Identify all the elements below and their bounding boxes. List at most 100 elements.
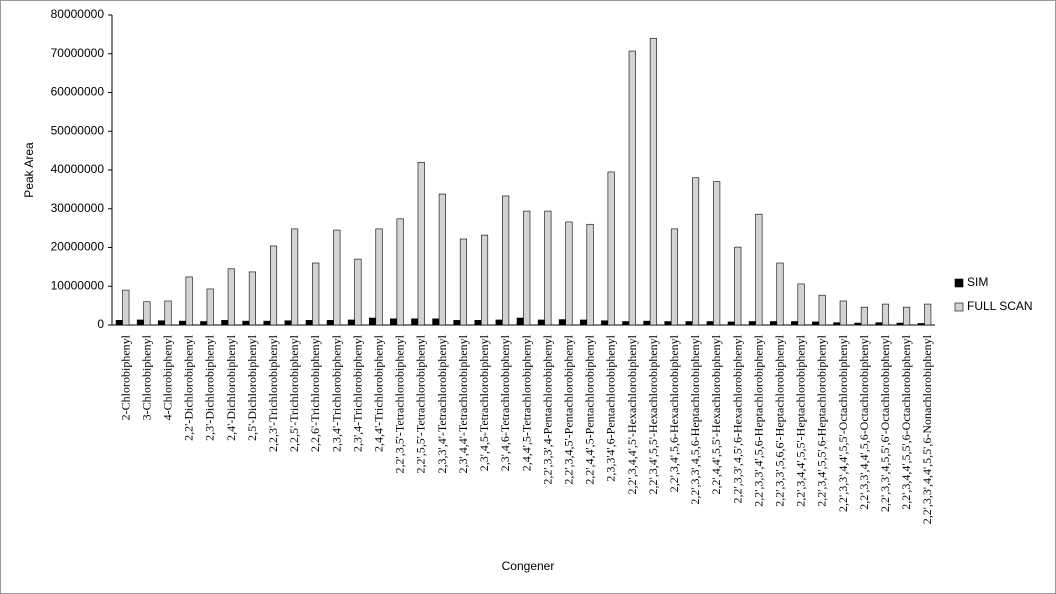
bar xyxy=(438,193,446,326)
bar xyxy=(432,318,440,326)
bar xyxy=(136,319,144,326)
bar xyxy=(769,321,778,326)
bar xyxy=(601,320,609,326)
x-tick-label: 2,5'-Dichlorobiphenyl xyxy=(245,334,259,440)
bar xyxy=(881,303,890,326)
bar xyxy=(917,323,925,326)
x-tick-label: 2,2',3,5'-Tetrachlorobiphenyl xyxy=(393,334,407,473)
bar xyxy=(375,228,383,326)
y-tick-label: 30000000 xyxy=(51,201,105,215)
legend-label: SIM xyxy=(967,275,988,289)
bar xyxy=(227,268,235,326)
bar xyxy=(580,319,588,326)
x-tick-label: 2,2',3,3',4,4',5,5',6-Nonachlorobiphenyl xyxy=(920,334,934,524)
bar xyxy=(312,262,320,326)
x-tick-label: 2-Chlorobiphenyl xyxy=(118,334,132,420)
legend-swatch xyxy=(954,278,964,288)
x-tick-label: 2,2,6'-Trichlorobiphenyl xyxy=(308,334,322,452)
x-tick-label: 2,4,4',5-Tetrachlorobiphenyl xyxy=(519,334,533,471)
bar xyxy=(924,303,932,326)
bar xyxy=(143,301,151,326)
bar xyxy=(670,228,679,326)
y-tick-label: 0 xyxy=(97,317,104,331)
bar xyxy=(643,320,651,326)
x-tick-label: 2,2',3,4,4',5'-Hexachlorobiphenyl xyxy=(625,334,639,494)
bar xyxy=(523,210,531,326)
bar xyxy=(396,218,404,326)
bar xyxy=(326,320,334,326)
x-tick-label: 2,2',3,4,5'-Pentachlorobiphenyl xyxy=(561,334,575,484)
bar xyxy=(776,262,784,326)
bar xyxy=(157,320,166,326)
bar xyxy=(622,321,630,326)
bar xyxy=(903,306,911,326)
bar xyxy=(544,210,552,326)
bar xyxy=(896,322,904,326)
x-tick-label: 2,3',4,4'-Tetrachlorobiphenyl xyxy=(456,334,470,473)
legend-swatch xyxy=(954,302,964,312)
bar xyxy=(305,320,313,326)
bar xyxy=(791,321,799,326)
y-tick-label: 50000000 xyxy=(51,123,105,137)
x-tick-label: 2,2',3,3',5,6,6'-Heptachlorobiphenyl xyxy=(772,334,786,506)
bar xyxy=(734,246,742,326)
bar xyxy=(269,245,278,326)
bar xyxy=(748,321,756,326)
bar xyxy=(502,195,510,326)
bar xyxy=(200,321,208,326)
x-tick-label: 2,2',3,3',4,4',5,5'-Octachlorobiphenyl xyxy=(836,334,850,512)
x-tick-label: 2,2',3,4',5,5'-Hexachlorobiphenyl xyxy=(646,334,660,494)
bar xyxy=(854,322,862,326)
x-tick-label: 2,2',4,4',5,5'-Hexachlorobiphenyl xyxy=(709,334,723,494)
bar xyxy=(713,181,721,326)
y-tick-label: 60000000 xyxy=(51,85,105,99)
x-tick-label: 4-Chlorobiphenyl xyxy=(161,334,175,420)
bar xyxy=(586,223,594,326)
x-tick-label: 2,2',3,3',4,5,5',6'-Octachlorobiphenyl xyxy=(878,334,892,512)
y-tick-label: 80000000 xyxy=(51,7,105,21)
x-tick-label: 2,4'-Dichlorobiphenyl xyxy=(224,334,238,440)
x-tick-label: 2,2',3,3',4',5,6-Heptachlorobiphenyl xyxy=(751,334,765,506)
x-tick-label: 2,4,4'-Trichlorobiphenyl xyxy=(372,334,386,452)
y-tick-label: 70000000 xyxy=(51,46,105,60)
bar xyxy=(263,320,271,326)
bar xyxy=(692,177,700,326)
bar xyxy=(417,161,425,326)
x-tick-label: 2,3,3'4',6-Pentachlorobiphenyl xyxy=(604,334,618,481)
x-tick-label: 3-Chlorobiphenyl xyxy=(139,334,153,420)
bar xyxy=(179,320,187,326)
x-tick-label: 2,2',4,4',5-Pentachlorobiphenyl xyxy=(583,334,597,484)
bar xyxy=(818,294,826,326)
bar xyxy=(706,321,714,326)
bar xyxy=(607,171,615,326)
bar xyxy=(812,321,820,326)
bar xyxy=(354,258,362,326)
bar xyxy=(875,322,883,326)
bar xyxy=(291,228,299,326)
bar xyxy=(453,320,461,326)
bar xyxy=(333,229,341,326)
bar xyxy=(860,306,868,326)
bar xyxy=(537,319,545,326)
bar xyxy=(797,283,805,326)
x-tick-label: 2,3',4,6-Tetrachlorobiphenyl xyxy=(498,334,512,471)
bar xyxy=(495,319,503,326)
bar xyxy=(248,271,256,326)
x-tick-label: 2,2',3,4',5,5',6-Heptachlorobiphenyl xyxy=(815,334,829,506)
bar xyxy=(242,320,250,326)
bar xyxy=(221,320,229,326)
x-tick-label: 2,2',3,3',4,5',6-Hexachlorobiphenyl xyxy=(730,334,744,503)
y-tick-label: 20000000 xyxy=(51,240,105,254)
x-axis-label: Congener xyxy=(502,559,555,573)
x-tick-label: 2,2,3'-Trichlorobiphenyl xyxy=(266,334,280,452)
bar xyxy=(755,213,763,326)
x-tick-label: 2,2',3,4,4',5,5'-Heptachlorobiphenyl xyxy=(794,334,808,506)
bar xyxy=(480,234,489,326)
bar xyxy=(164,300,172,326)
x-tick-label: 2,3,4'-Trichlorobiphenyl xyxy=(329,334,343,452)
x-tick-label: 2,2',3,3',4,5,6-Heptachlorobiphenyl xyxy=(688,334,702,504)
x-tick-label: 2,3,3',4'-Tetrachlorobiphenyl xyxy=(435,334,449,473)
bar xyxy=(516,317,524,326)
bar xyxy=(727,321,735,326)
bar xyxy=(284,320,292,326)
